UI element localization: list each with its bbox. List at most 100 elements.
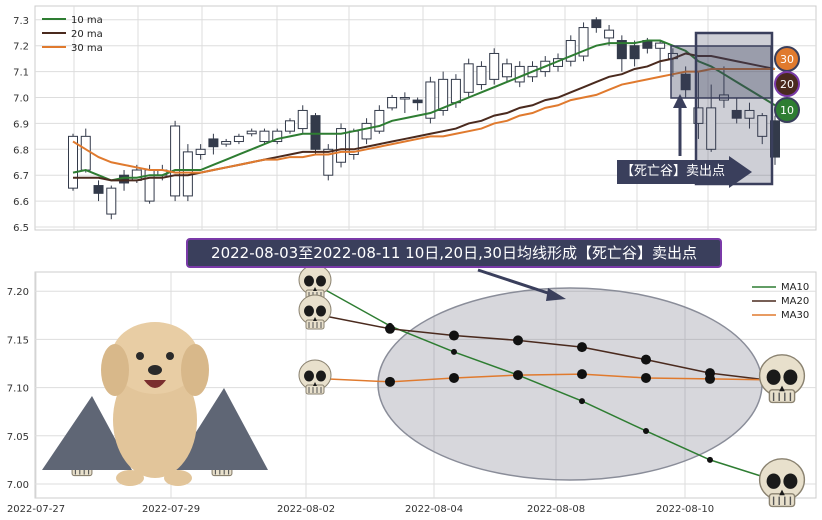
candle-body (463, 63, 474, 93)
legend-label-20ma: 20 ma (71, 29, 103, 40)
moving-average-lines (72, 39, 776, 182)
top-y-tick: 7.0 (13, 94, 29, 105)
point-MA20 (385, 323, 395, 334)
candle-body (770, 120, 780, 158)
poodle-dog-icon (101, 322, 209, 486)
point-MA20 (641, 354, 651, 365)
candle-body (361, 122, 372, 140)
candle-body (680, 73, 691, 91)
dog-ear-left (101, 344, 129, 396)
badge-20-circle (774, 71, 800, 97)
ma-line-30ma (72, 68, 775, 174)
candle-body (693, 107, 704, 124)
bottom-x-tick-labels: 2022-07-27 2022-07-29 2022-08-02 2022-08-04… (7, 504, 714, 515)
bottom-line-panel: 7.007.057.107.157.20 2022-07-27 2022-07-2… (7, 264, 817, 515)
candle-body (387, 97, 398, 109)
bottom-x-tick: 2022-08-02 (277, 504, 335, 515)
top-y-tick: 6.9 (13, 119, 29, 130)
danger-zone-box (694, 31, 774, 186)
candle-body (68, 135, 78, 189)
dog-ear-right (181, 344, 209, 396)
candle-body (297, 109, 308, 130)
ma-line-10ma (72, 39, 776, 182)
legend-label-30ma: 30 ma (71, 43, 103, 54)
bottom-x-tick: 2022-08-04 (405, 504, 463, 515)
dog-paw-left (116, 470, 144, 486)
dog-mouth (144, 380, 166, 388)
point-MA30 (385, 376, 395, 387)
candle-body (629, 45, 640, 60)
dog-eye-right (166, 352, 174, 360)
candle-body (425, 81, 436, 119)
bottom-legend: MA10 MA20 MA30 (752, 282, 809, 321)
candle-body (221, 141, 232, 145)
candle-body (399, 97, 410, 100)
top-y-tick: 7.3 (13, 16, 29, 27)
death-valley-banner: 2022-08-03至2022-08-11 10日,20日,30日均线形成【死亡… (186, 238, 722, 268)
badge-20: 20 (774, 71, 800, 97)
mountain-right-icon (172, 388, 268, 470)
candle-body (565, 40, 576, 62)
top-candlestick-panel: 6.5 6.6 6.7 6.8 6.9 7.0 7.1 7.2 7.3 10 ma 20 ma … (13, 5, 817, 234)
top-y-tick: 6.5 (13, 223, 29, 234)
legend-label-ma30: MA30 (781, 310, 809, 321)
candle-body (323, 148, 334, 176)
candle-body (233, 135, 244, 143)
dog-eye-left (136, 352, 144, 360)
candle-body (706, 107, 717, 150)
candle-body (80, 135, 91, 171)
candle-body (170, 125, 181, 197)
ma-lines (325, 289, 775, 481)
point-MA20 (577, 342, 587, 353)
bottom-x-tick: 2022-08-08 (527, 504, 585, 515)
bottom-y-tick: 7.15 (7, 335, 29, 346)
crossover-zone-ellipse (377, 287, 763, 481)
badge-10: 10 (774, 97, 800, 123)
bottom-y-tick: 7.20 (7, 287, 29, 298)
sell-point-callout: 【死亡谷】卖出点 (617, 160, 729, 184)
skull-icon (298, 359, 332, 395)
top-y-tick: 6.7 (13, 171, 29, 182)
candle-body (757, 115, 768, 137)
candle-body (616, 40, 627, 60)
skull-icon (758, 354, 806, 404)
candle-body (246, 130, 257, 135)
bottom-y-tick: 7.05 (7, 432, 29, 443)
bottom-y-tick: 7.10 (7, 384, 29, 395)
candle-body (604, 29, 615, 39)
top-legend: 10 ma 20 ma 30 ma (42, 15, 103, 54)
mountain-illustration (42, 388, 268, 470)
bottom-y-tick-labels: 7.00 7.05 7.10 7.15 7.20 (7, 287, 29, 491)
point-MA10 (707, 456, 713, 463)
point-MA30 (705, 373, 715, 384)
candle-body (412, 99, 423, 104)
candle-body (438, 78, 449, 111)
badge-10-label: 10 (780, 104, 794, 117)
candle-body (208, 138, 219, 148)
line-MA20 (325, 315, 775, 382)
skull-icon (298, 294, 332, 330)
up-arrow-head (673, 94, 687, 108)
ma-points (385, 322, 715, 463)
point-MA20 (513, 335, 523, 346)
candle-body (93, 185, 104, 194)
candle-body (489, 52, 500, 80)
legend-label-10ma: 10 ma (71, 15, 103, 26)
badge-20-label: 20 (780, 78, 794, 91)
candle-body (591, 19, 602, 29)
candle-body (731, 109, 742, 119)
badge-10-circle (774, 97, 800, 123)
point-MA30 (449, 372, 459, 383)
dog-body (113, 362, 197, 478)
candle-body (284, 120, 295, 132)
candle-body (374, 109, 385, 132)
top-y-tick-labels: 6.5 6.6 6.7 6.8 6.9 7.0 7.1 7.2 7.3 (13, 16, 29, 234)
top-y-tick: 6.6 (13, 197, 29, 208)
line-MA30 (325, 373, 775, 383)
point-MA10 (579, 398, 585, 405)
point-MA30 (577, 369, 587, 380)
bottom-x-tick: 2022-07-29 (142, 504, 200, 515)
point-MA10 (451, 348, 457, 355)
candle-body (501, 63, 512, 78)
